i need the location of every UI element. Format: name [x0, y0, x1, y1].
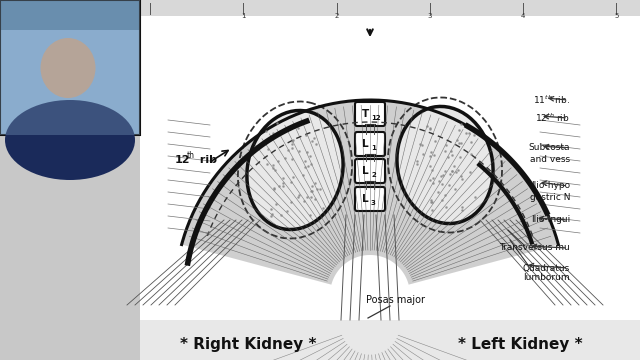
Text: th: th [187, 150, 195, 159]
Text: 3: 3 [428, 13, 432, 19]
Ellipse shape [397, 107, 493, 224]
Text: 2: 2 [334, 13, 339, 19]
Text: * Left Kidney *: * Left Kidney * [458, 338, 582, 352]
FancyBboxPatch shape [355, 159, 385, 183]
Bar [0, 0, 140, 135]
Text: 5: 5 [614, 13, 618, 19]
Bar [0, 0, 140, 360]
Bar [140, 320, 640, 360]
Text: gastric N: gastric N [529, 194, 570, 202]
Text: Ilio-ingui: Ilio-ingui [531, 216, 570, 225]
Text: rib: rib [196, 155, 217, 165]
Text: and vess: and vess [530, 156, 570, 165]
Ellipse shape [247, 111, 343, 230]
Text: * Right Kidney *: * Right Kidney * [180, 338, 316, 352]
Text: L: L [362, 194, 369, 204]
Ellipse shape [40, 38, 95, 98]
Text: Posas major: Posas major [365, 295, 424, 305]
Bar [0, 0, 140, 30]
Polygon shape [182, 100, 558, 285]
Text: 4: 4 [521, 13, 525, 19]
FancyBboxPatch shape [355, 102, 385, 126]
Text: 12: 12 [175, 155, 191, 165]
FancyBboxPatch shape [355, 187, 385, 211]
Text: 11$^{th}$ rib.: 11$^{th}$ rib. [533, 94, 570, 106]
Text: 12: 12 [371, 115, 381, 121]
Text: Subcosta: Subcosta [529, 144, 570, 153]
Text: L: L [362, 166, 369, 176]
Bar [0, 0, 140, 135]
Text: lumborum: lumborum [524, 274, 570, 283]
Text: 2: 2 [371, 172, 376, 178]
Text: Quadratus: Quadratus [523, 264, 570, 273]
Text: 1: 1 [241, 13, 246, 19]
Text: T: T [362, 109, 369, 119]
FancyBboxPatch shape [355, 132, 385, 156]
Text: Ilio-hypo: Ilio-hypo [531, 181, 570, 190]
Text: 1: 1 [371, 145, 376, 151]
Text: L: L [362, 139, 369, 149]
Bar [0, 135, 140, 360]
Ellipse shape [5, 100, 135, 180]
Text: Transversus mu: Transversus mu [499, 243, 570, 252]
Text: 12$^{th}$ rib: 12$^{th}$ rib [536, 112, 570, 124]
Text: 3: 3 [371, 200, 376, 206]
Bar [140, 0, 640, 360]
Bar [140, 0, 640, 16]
